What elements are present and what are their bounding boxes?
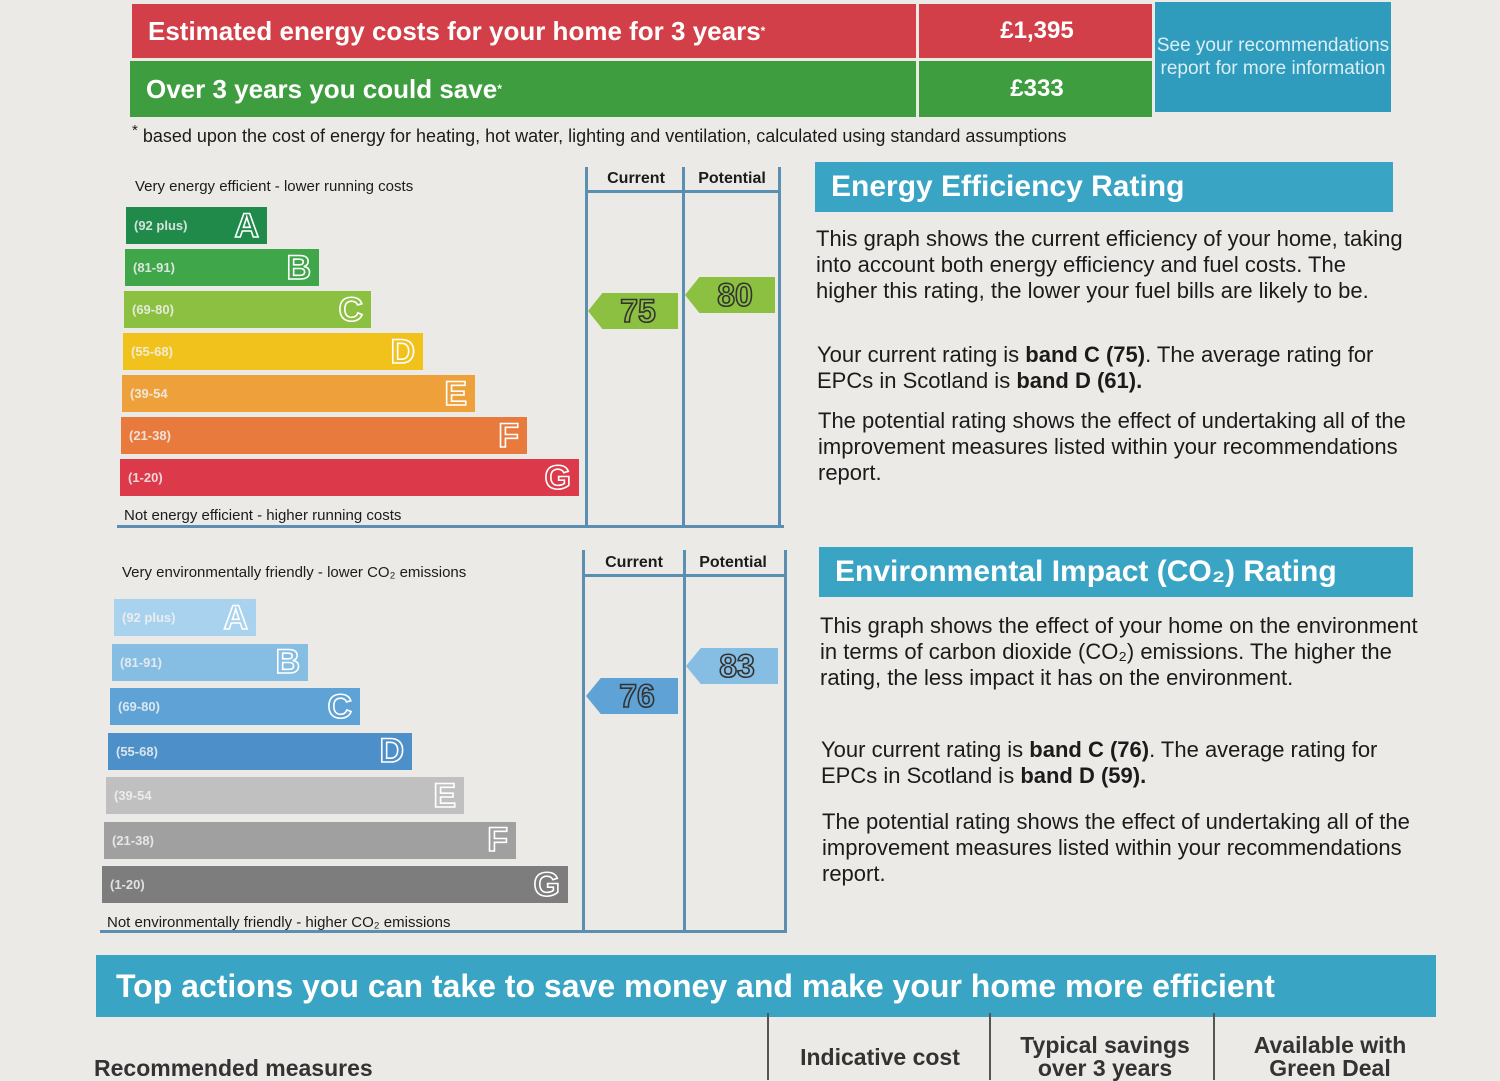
env-band-e: (39-54 E [106,777,464,814]
energy-band-b: (81-91) B [125,249,319,286]
energy-header-line [585,190,781,193]
env-band-range: (1-20) [110,877,145,892]
env-band-f: (21-38) F [104,821,516,859]
col-indicative-cost: Indicative cost [800,1044,960,1070]
env-right-divider [784,550,787,930]
env-band-range: (55-68) [116,743,158,759]
energy-panel-p3: The potential rating shows the effect of… [818,408,1406,485]
energy-band-range: (81-91) [133,260,175,275]
energy-band-g: (1-20) G [120,459,579,496]
energy-band-letter: F [497,416,519,455]
energy-panel-p2: Your current rating is band C (75). The … [817,342,1374,393]
savings-label: Over 3 years you could save * [146,73,502,104]
env-current-header: Current [605,554,663,571]
env-band-letter: F [486,821,508,859]
env-baseline [100,930,787,933]
savings-row: Over 3 years you could save * £333 [130,61,1152,117]
env-band-letter: B [275,643,301,681]
energy-band-c: (69-80) C [124,291,371,328]
env-band-letter: A [223,598,249,637]
env-panel-p1: This graph shows the effect of your home… [820,613,1418,690]
energy-band-range: (92 plus) [134,218,188,233]
actions-col-sep-2 [989,1013,991,1080]
env-band-letter: C [327,687,353,726]
env-band-range: (92 plus) [122,610,176,625]
energy-current-header: Current [607,170,665,187]
env-band-range: (21-38) [112,832,154,848]
actions-col-sep-1 [767,1013,769,1080]
env-panel-title: Environmental Impact (CO₂) Rating [819,547,1413,597]
see-recommendations-note: See your recommendations report for more… [1155,2,1391,112]
env-band-g: (1-20) G [102,866,568,903]
env-band-a: (92 plus) A [114,599,256,636]
env-header-line [582,574,787,577]
env-current-divider [582,550,585,930]
energy-band-d: (55-68) D [123,333,423,370]
energy-current-arrow: 75 [588,293,678,329]
energy-bottom-caption: Not energy efficient - higher running co… [124,507,402,524]
env-band-range: (69-80) [118,699,160,714]
env-top-caption: Very environmentally friendly - lower CO… [122,564,467,581]
energy-top-caption: Very energy efficient - lower running co… [135,178,414,195]
energy-current-divider [585,167,588,525]
energy-band-e: (39-54 E [122,375,475,412]
energy-band-letter: A [234,206,260,245]
env-band-range: (39-54 [114,788,152,803]
env-panel-p3: The potential rating shows the effect of… [822,809,1410,886]
savings-value: £333 [916,61,1155,117]
env-band-b: (81-91) B [112,643,308,681]
energy-band-letter: D [390,332,416,371]
env-band-letter: G [533,865,561,904]
env-band-c: (69-80) C [110,688,360,725]
energy-panel-title: Energy Efficiency Rating [815,162,1393,212]
col-typical-savings: Typical savings over 3 years [1020,1032,1190,1081]
top-actions-title: Top actions you can take to save money a… [96,955,1436,1017]
energy-band-range: (69-80) [132,302,174,317]
energy-mid-divider [682,167,685,525]
env-mid-divider [683,550,686,930]
estimated-cost-label: Estimated energy costs for your home for… [148,15,766,46]
energy-potential-header: Potential [698,170,766,187]
energy-band-range: (55-68) [131,344,173,359]
energy-potential-arrow: 80 [685,277,775,313]
env-panel-p2: Your current rating is band C (76). The … [821,737,1378,788]
energy-band-range: (39-54 [130,386,168,401]
env-current-arrow: 76 [586,678,678,714]
actions-col-sep-3 [1213,1013,1215,1080]
energy-band-a: (92 plus) A [126,207,267,244]
energy-band-letter: E [444,374,468,413]
energy-band-letter: G [544,458,572,497]
estimated-cost-value: £1,395 [916,4,1155,58]
energy-band-letter: C [338,290,364,329]
env-band-range: (81-91) [120,654,162,670]
energy-band-range: (1-20) [128,470,163,485]
energy-right-divider [778,167,781,525]
env-potential-arrow: 83 [686,648,778,684]
col-green-deal: Available with Green Deal [1253,1032,1407,1081]
energy-band-range: (21-38) [129,428,171,443]
energy-band-letter: B [286,248,312,287]
estimated-cost-row: Estimated energy costs for your home for… [132,4,1152,58]
env-potential-header: Potential [699,554,767,571]
env-band-letter: D [379,732,405,770]
env-band-letter: E [433,776,457,815]
energy-panel-p1: This graph shows the current efficiency … [816,226,1403,303]
footnote: * based upon the cost of energy for heat… [132,122,1067,146]
energy-baseline [117,525,784,528]
col-recommended-measures: Recommended measures [94,1055,373,1081]
env-bottom-caption: Not environmentally friendly - higher CO… [107,914,451,931]
env-band-d: (55-68) D [108,732,412,770]
energy-band-f: (21-38) F [121,417,527,454]
